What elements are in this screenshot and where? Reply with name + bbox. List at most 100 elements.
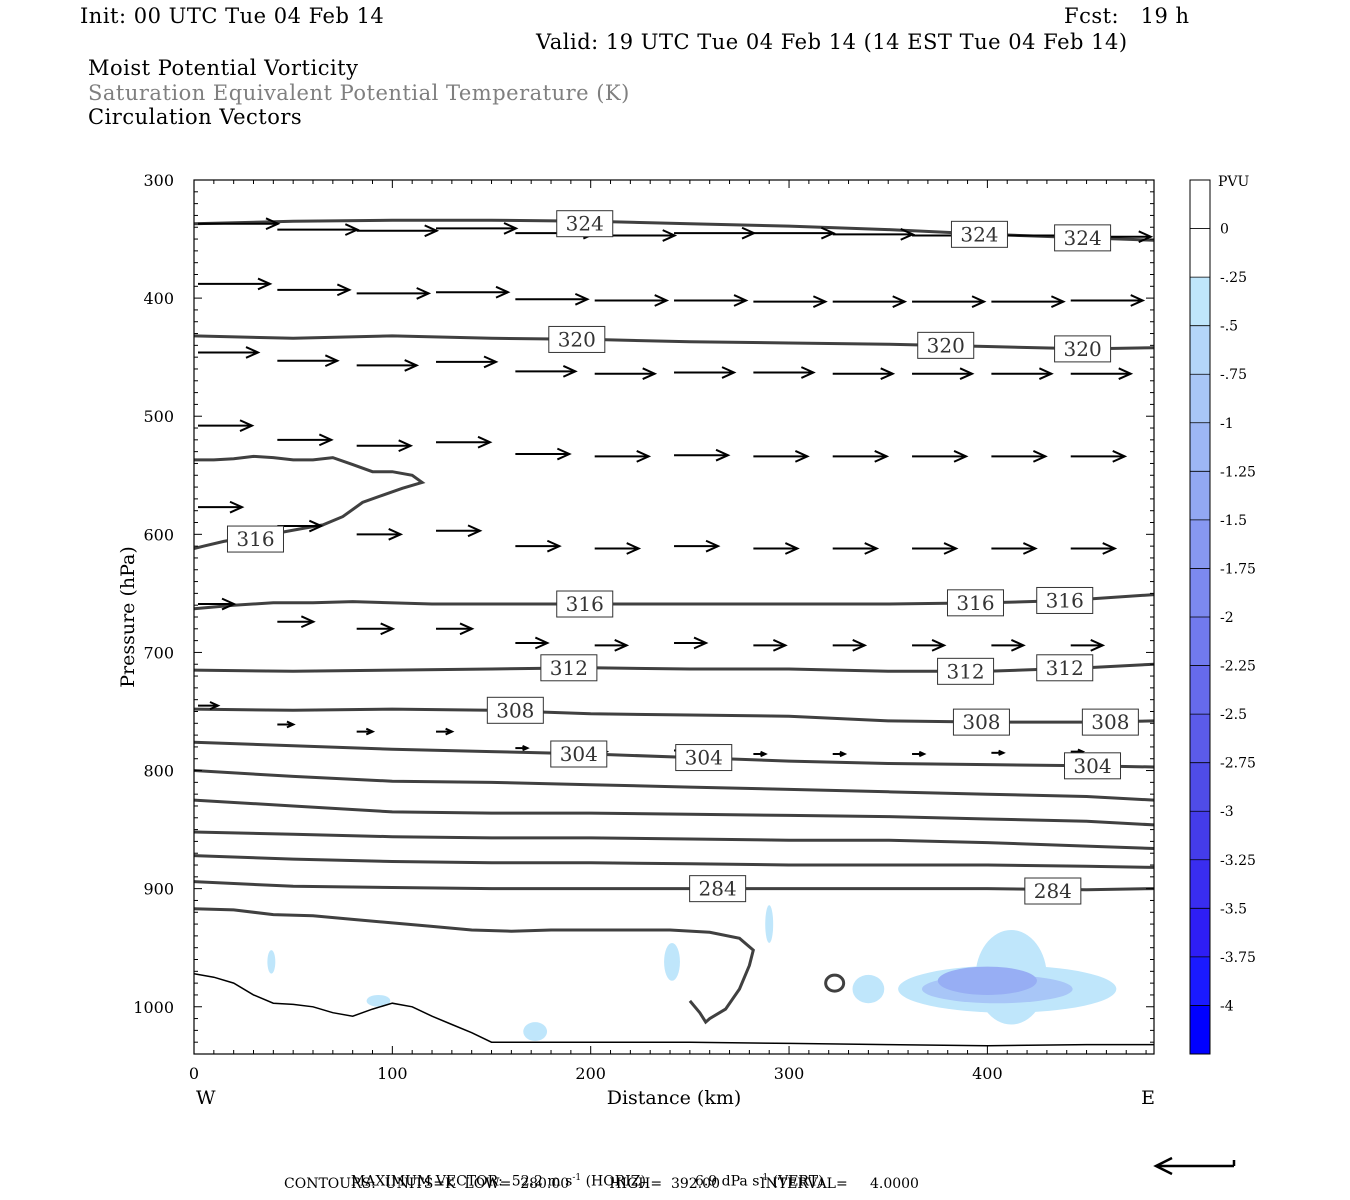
contour-label: 316	[236, 527, 274, 551]
x-tick-label: 400	[972, 1064, 1003, 1083]
vector-head	[459, 622, 475, 636]
vector-head	[477, 435, 493, 449]
vector-head	[483, 355, 499, 369]
y-tick-label: 600	[143, 525, 174, 544]
contour-label-box	[950, 220, 1008, 248]
vector-head	[1050, 295, 1066, 308]
vector-head	[503, 222, 519, 235]
contour-label: 312	[946, 659, 984, 683]
vector-head	[1102, 542, 1118, 555]
colorbar-label: -.75	[1220, 367, 1247, 383]
pv-patch	[267, 950, 276, 974]
field-title-theta-es: Saturation Equivalent Potential Temperat…	[88, 81, 630, 105]
vector-head	[626, 542, 642, 555]
vector-head	[614, 639, 630, 652]
colorbar-swatch	[1190, 277, 1210, 326]
max-vector-horiz: 52.2 m s	[511, 1173, 573, 1190]
colorbar-label: -2.25	[1220, 659, 1256, 675]
contour-label: 316	[956, 591, 994, 615]
vert-exponent: -1	[759, 1173, 769, 1183]
colorbar-title: PVU	[1218, 174, 1250, 190]
pv-patch	[937, 966, 1037, 995]
contour-label-box	[540, 654, 598, 682]
colorbar-swatch	[1190, 228, 1210, 278]
colorbar-swatch	[1190, 422, 1210, 472]
colorbar-label: -3.75	[1220, 950, 1256, 966]
vector-head	[380, 622, 396, 636]
vector-head	[705, 539, 721, 553]
vector-head	[546, 539, 562, 553]
vector-head	[642, 367, 658, 381]
y-tick-label: 300	[143, 171, 174, 190]
colorbar-label: -2	[1220, 610, 1234, 626]
x-axis-title: Distance (km)	[607, 1087, 742, 1109]
vector-head	[1112, 450, 1128, 463]
vector-head	[918, 750, 927, 758]
vector-head	[900, 228, 916, 241]
contour-label-box	[556, 590, 614, 618]
contour-label-box	[1036, 654, 1094, 682]
vector-head	[445, 727, 455, 736]
axis-ticks: 0 100 200 300 400 300 400 500 600 700 800 900 1000	[133, 171, 1154, 1083]
contour-label-box	[1054, 335, 1112, 363]
y-tick-label: 700	[143, 643, 174, 662]
y-tick-label: 900	[143, 880, 174, 899]
contour-label: 320	[927, 333, 965, 357]
field-title-mpv: Moist Potential Vorticity	[88, 56, 359, 80]
pv-patch	[852, 974, 885, 1004]
plot-frame	[193, 179, 1155, 1055]
contour-line-304	[194, 740, 1154, 769]
vector-head	[344, 223, 360, 236]
colorbar-label: -1	[1220, 416, 1234, 432]
colorbar-label: -4	[1220, 998, 1234, 1014]
vector-head	[1038, 367, 1054, 381]
colorbar-label: -1.5	[1220, 513, 1247, 529]
vector-head	[1010, 639, 1026, 652]
vector-head	[265, 217, 281, 231]
vector-head	[772, 639, 788, 652]
pv-patch	[523, 1022, 548, 1042]
vector-head	[209, 701, 221, 711]
contour-label: 324	[960, 222, 998, 246]
contour-label: 284	[699, 877, 737, 901]
vector-head	[812, 295, 828, 308]
contour-label: 308	[1091, 710, 1129, 734]
contour-label: 308	[496, 698, 534, 722]
contour-label-box	[1081, 708, 1139, 736]
contour-label: 304	[560, 742, 598, 766]
vector-head	[1138, 230, 1154, 244]
vector-head	[654, 294, 670, 307]
vector-head	[336, 283, 352, 297]
vector-head	[820, 226, 836, 240]
vector-head	[239, 419, 255, 432]
colorbar-swatch	[1190, 811, 1210, 860]
colorbar-swatch	[1190, 714, 1210, 763]
vector-head	[953, 450, 969, 463]
vector-head	[794, 450, 810, 463]
vector-head	[971, 295, 987, 308]
contours-line: CONTOURS: UNITS=K LOW= 280.00 HIGH= 392.…	[284, 1176, 919, 1192]
colorbar-label: -3	[1220, 804, 1234, 820]
vector-head	[556, 447, 572, 461]
colorbar-swatch	[1190, 908, 1210, 957]
contour-label: 304	[685, 746, 723, 770]
vector-head	[1130, 294, 1146, 307]
colorbar-swatch	[1190, 1005, 1210, 1054]
vector-head	[365, 727, 376, 736]
field-title-vectors: Circulation Vectors	[88, 105, 303, 129]
vector-head	[388, 528, 404, 541]
contour-line-284	[194, 880, 1154, 892]
contour-label-box	[937, 657, 995, 685]
vector-head	[880, 367, 896, 381]
vector-head	[467, 524, 483, 538]
colorbar-label: -1.25	[1220, 464, 1256, 480]
contour-line-288	[194, 854, 1154, 869]
horiz-exponent: -1	[572, 1173, 582, 1183]
colorbar-swatch	[1190, 180, 1210, 229]
x-tick-label: 300	[774, 1064, 805, 1083]
vector-head	[534, 636, 550, 650]
pv-patch	[366, 994, 391, 1007]
colorbar-swatch	[1190, 617, 1210, 666]
colorbar-label: -3.25	[1220, 853, 1256, 869]
contour-label-box	[1036, 586, 1094, 614]
